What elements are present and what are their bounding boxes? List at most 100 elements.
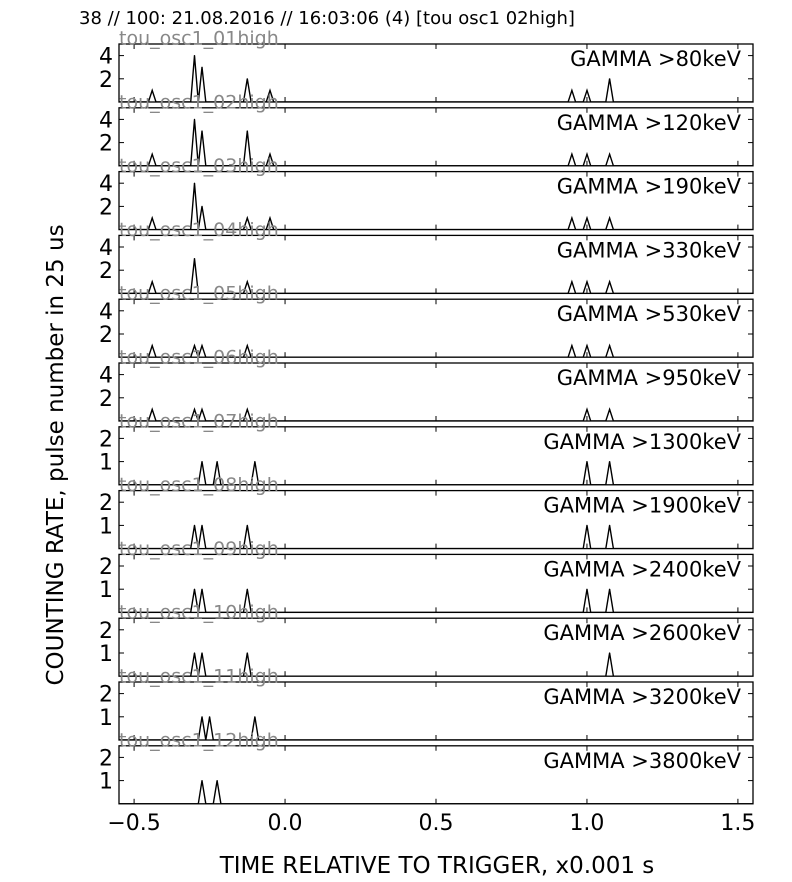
channel-tag: tou_osc1_06high — [119, 347, 279, 369]
data-point — [193, 588, 196, 590]
panel-5: 24 GAMMA >530keV tou_osc1_05high — [99, 283, 754, 358]
data-point — [586, 461, 588, 463]
x-tick-label: 0.0 — [268, 811, 303, 836]
data-point — [608, 524, 611, 527]
data-point — [246, 130, 248, 132]
x-tick-label: 1.5 — [720, 811, 755, 836]
data-point — [608, 78, 611, 80]
data-point — [269, 89, 271, 91]
data-point — [608, 281, 611, 283]
data-point — [151, 153, 153, 155]
data-point — [586, 281, 588, 283]
channel-tag: tou_osc1_04high — [119, 219, 279, 241]
data-point — [201, 461, 203, 463]
channel-tag: tou_osc1_05high — [119, 283, 279, 305]
y-tick-label: 4 — [99, 364, 113, 389]
data-point — [269, 217, 271, 219]
y-tick-label: 1 — [99, 770, 113, 795]
panel-2: 24 GAMMA >120keV tou_osc1_02high — [99, 91, 754, 167]
data-point — [608, 345, 611, 347]
channel-tag: tou_osc1_09high — [119, 538, 279, 560]
x-tick-label: 1.0 — [569, 811, 604, 836]
data-point — [151, 345, 153, 347]
data-point — [151, 281, 153, 283]
y-tick-label: 2 — [99, 387, 113, 412]
data-point — [193, 652, 196, 654]
x-axis: −0.5 0.0 0.5 1.0 1.5 — [107, 811, 755, 836]
x-axis-label: TIME RELATIVE TO TRIGGER, x0.001 s — [219, 853, 655, 879]
data-point — [208, 716, 211, 718]
data-point — [586, 408, 588, 410]
series-line — [119, 589, 753, 613]
y-tick-label: 2 — [99, 746, 113, 771]
data-point — [608, 588, 611, 590]
data-point — [193, 182, 196, 184]
data-point — [201, 130, 203, 132]
y-tick-label: 2 — [99, 427, 113, 452]
panel-title: GAMMA >950keV — [557, 366, 742, 390]
channel-tag: tou_osc1_02high — [119, 91, 279, 113]
data-point — [193, 524, 196, 527]
data-point — [216, 780, 218, 782]
data-point — [151, 89, 153, 91]
data-point — [269, 153, 271, 155]
data-point — [586, 588, 588, 590]
data-point — [201, 780, 203, 782]
panel-title: GAMMA >1300keV — [543, 430, 741, 454]
header-text: 38 // 100: 21.08.2016 // 16:03:06 (4) [t… — [79, 8, 575, 29]
y-tick-label: 1 — [99, 578, 113, 603]
data-point — [608, 652, 611, 654]
data-point — [246, 78, 248, 80]
data-point — [608, 461, 611, 463]
data-point — [201, 524, 203, 527]
data-point — [201, 66, 203, 68]
data-point — [586, 524, 588, 527]
y-tick-label: 2 — [99, 132, 113, 157]
series-line — [119, 343, 753, 358]
channel-tag: tou_osc1_07high — [119, 410, 279, 432]
data-point — [201, 652, 203, 654]
data-point — [571, 89, 573, 91]
channel-tag: tou_osc1_10high — [119, 602, 279, 624]
panel-3: 24 GAMMA >190keV tou_osc1_03high — [99, 155, 754, 231]
data-point — [201, 408, 203, 410]
y-tick-label: 2 — [99, 619, 113, 644]
panel-1: 24 GAMMA >80keV tou_osc1_01high — [99, 28, 754, 103]
panel-title: GAMMA >530keV — [557, 302, 742, 326]
data-point — [246, 345, 248, 347]
data-point — [201, 588, 203, 590]
panel-7: 12 GAMMA >1300keV tou_osc1_07high — [99, 410, 754, 486]
panel-title: GAMMA >2400keV — [543, 557, 741, 581]
data-point — [201, 345, 203, 347]
y-tick-label: 2 — [99, 555, 113, 580]
panel-10: 12 GAMMA >2600keV tou_osc1_10high — [99, 602, 754, 677]
y-tick-label: 2 — [99, 683, 113, 708]
data-point — [586, 217, 588, 219]
y-tick-label: 4 — [99, 236, 113, 261]
data-point — [586, 153, 588, 155]
panel-title: GAMMA >190keV — [557, 175, 742, 199]
data-point — [246, 408, 248, 410]
data-point — [586, 89, 588, 91]
y-tick-label: 1 — [99, 451, 113, 476]
data-point — [608, 217, 611, 219]
panel-9: 12 GAMMA >2400keV tou_osc1_09high — [99, 538, 754, 614]
panel-title: GAMMA >1900keV — [543, 494, 741, 518]
y-tick-label: 2 — [99, 259, 113, 284]
data-point — [571, 153, 573, 155]
panel-12: 12 GAMMA >3800keV tou_osc1_12high — [99, 729, 754, 805]
y-tick-label: 4 — [99, 172, 113, 197]
data-point — [254, 461, 256, 463]
series-line — [119, 183, 753, 230]
y-tick-label: 2 — [99, 491, 113, 516]
data-point — [193, 258, 196, 260]
y-axis-label: COUNTING RATE, pulse number in 25 us — [43, 224, 69, 685]
data-point — [193, 55, 196, 57]
panel-8: 12 GAMMA >1900keV tou_osc1_08high — [99, 474, 754, 550]
panel-title: GAMMA >80keV — [570, 47, 742, 71]
panel-title: GAMMA >3200keV — [543, 685, 741, 709]
panel-title: GAMMA >330keV — [557, 238, 742, 262]
data-point — [193, 408, 196, 410]
data-point — [571, 345, 573, 347]
